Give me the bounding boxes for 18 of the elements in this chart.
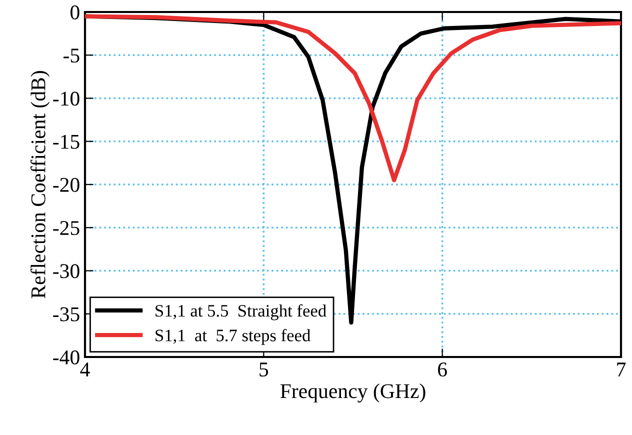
x-axis-title: Frequency (GHz) bbox=[280, 384, 426, 402]
y-tick-label: -20 bbox=[53, 178, 80, 192]
legend-label: S1,1 at 5.7 steps feed bbox=[156, 328, 310, 345]
x-tick-label: 7 bbox=[617, 362, 626, 376]
x-tick-label: 5 bbox=[260, 362, 268, 377]
y-axis-title: Reflection Coefficient (dB) bbox=[30, 71, 50, 298]
y-tick-label: -15 bbox=[53, 134, 80, 149]
x-tick-label: 4 bbox=[80, 362, 90, 376]
y-tick-label: -40 bbox=[53, 350, 80, 364]
y-tick-label: -10 bbox=[53, 92, 80, 106]
y-tick-label: -5 bbox=[64, 48, 80, 63]
x-tick-label: 6 bbox=[438, 362, 447, 377]
legend-label: S1,1 at 5.5 Straight feed bbox=[156, 304, 326, 320]
y-tick-label: -30 bbox=[53, 264, 80, 278]
y-tick-label: 0 bbox=[70, 5, 80, 20]
y-tick-label: -35 bbox=[53, 307, 80, 322]
line-series bbox=[85, 14, 621, 182]
y-tick-label: -25 bbox=[53, 221, 80, 236]
